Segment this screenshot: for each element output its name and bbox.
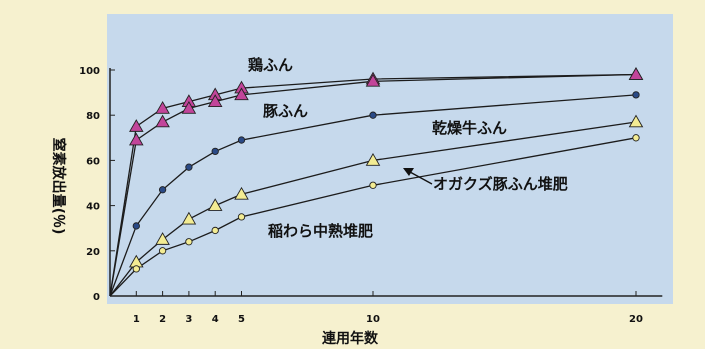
annotation-arrow-head [403, 168, 414, 176]
series-0-point [129, 119, 144, 132]
series-line-3 [109, 121, 637, 297]
y-tick-label: 0 [93, 292, 100, 303]
series-2-point [237, 136, 246, 144]
series-4-point [158, 247, 167, 255]
series-3-point [207, 198, 223, 211]
series-2-point [185, 163, 193, 171]
y-tick-label: 40 [86, 202, 100, 213]
series-2-point [369, 111, 377, 119]
series-1-point [181, 101, 197, 114]
x-tick-label: 2 [159, 314, 166, 325]
series-4-point [185, 238, 193, 246]
series-3-point [155, 232, 170, 245]
series-markers [129, 67, 644, 273]
x-tick-label: 20 [629, 314, 643, 325]
label-dried-cattle-manure: 乾燥牛ふん [432, 119, 507, 137]
series-3-point [628, 114, 644, 128]
axes: 0 20 40 60 80 100 1 2 3 4 5 10 20 [79, 66, 663, 325]
y-tick-label: 20 [86, 247, 100, 258]
y-axis-title: 窒素放出量(％) [50, 138, 67, 235]
series-line-2 [109, 94, 637, 297]
series-2-point [632, 91, 640, 99]
series-4-point [237, 213, 246, 221]
series-2-point [158, 186, 167, 194]
x-axis-title: 連用年数 [322, 330, 379, 347]
x-tick-label: 4 [212, 314, 219, 325]
series-1-point [628, 67, 644, 80]
series-1-point [207, 94, 223, 107]
series-labels: 鶏ふん 豚ふん 乾燥牛ふん オガクズ豚ふん堆肥 稲わら中熟堆肥 [248, 56, 568, 240]
series-2-point [211, 147, 219, 156]
series-4-point [211, 226, 219, 235]
x-tick-label: 1 [133, 314, 140, 325]
series-4-point [132, 265, 140, 273]
x-tick-label: 3 [185, 314, 192, 325]
series-3-point [234, 186, 249, 200]
series-2-point [132, 222, 140, 230]
series-3-point [181, 211, 197, 225]
series-3-point [365, 152, 381, 166]
y-tick-label: 100 [79, 66, 100, 77]
label-pig-manure: 豚ふん [263, 102, 308, 120]
series-4-point [632, 134, 640, 142]
label-chicken-manure: 鶏ふん [248, 56, 293, 74]
y-tick-label: 60 [86, 156, 100, 167]
series-1-point [129, 132, 144, 146]
label-rice-straw-compost: 稲わら中熟堆肥 [268, 222, 373, 240]
series-0-point [155, 101, 170, 114]
series-4-point [369, 181, 377, 189]
series-1-point [234, 87, 249, 101]
x-tick-label: 10 [366, 314, 380, 325]
y-tick-label: 80 [86, 111, 100, 122]
series-line-0 [109, 73, 637, 297]
x-tick-label: 5 [238, 314, 245, 325]
annotation-arrow-line [409, 171, 433, 185]
series-line-1 [109, 73, 637, 297]
series-1-point [155, 114, 170, 128]
series-1-point [365, 73, 381, 87]
label-sawdust-pig-compost: オガクズ豚ふん堆肥 [433, 175, 568, 193]
series-lines [109, 73, 637, 297]
